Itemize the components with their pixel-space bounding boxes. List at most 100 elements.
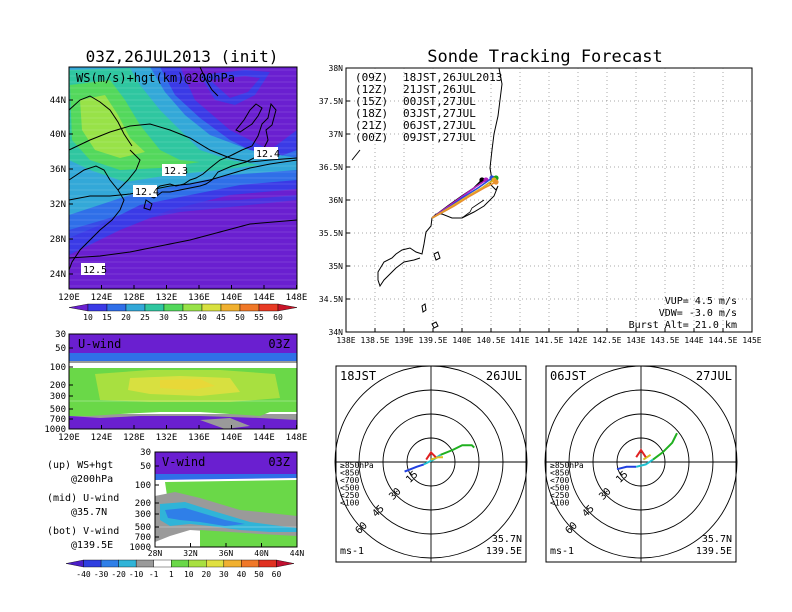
x-tick-label: 40N	[254, 549, 269, 558]
x-tick-label: 141E	[510, 336, 529, 345]
x-tick-label: 142.5E	[593, 336, 622, 345]
x-tick-label: 144E	[253, 433, 275, 443]
pressure-tick-label: 50	[140, 462, 151, 472]
colorbar-tick-label: 35	[178, 313, 188, 322]
x-tick-label: 32N	[183, 549, 198, 558]
colorbar-swatch	[206, 559, 225, 568]
note-line: (bot) V-wind	[47, 526, 119, 537]
hodo-legend-item: ≥850hPa	[550, 461, 584, 470]
left-title: 03Z,26JUL2013 (init)	[86, 47, 279, 66]
x-tick-label: 28N	[148, 549, 163, 558]
y-tick-label: 34N	[329, 328, 344, 337]
hodo-date: 26JUL	[486, 369, 522, 383]
colorbar-swatch	[144, 303, 165, 312]
colorbar-swatch	[276, 559, 295, 568]
x-tick-label: 140.5E	[477, 336, 506, 345]
x-tick-label: 138.5E	[361, 336, 390, 345]
hodograph-trace	[635, 448, 647, 458]
ws-map: WS(m/s)+hgt(km)@200hPa 12.3 12.4 12.4 12…	[50, 66, 308, 303]
colorbar-swatch	[241, 559, 260, 568]
colorbar-tick-label: 50	[254, 570, 264, 579]
colorbar-swatch	[223, 559, 242, 568]
colorbar-swatch	[258, 303, 279, 312]
colorbar-swatch	[68, 303, 89, 312]
pressure-tick-label: 500	[135, 523, 151, 533]
x-tick-label: 120E	[58, 433, 80, 443]
y-tick-label: 44N	[50, 96, 66, 106]
param-vup: VUP= 4.5 m/s	[665, 296, 737, 307]
x-tick-label: 140E	[452, 336, 471, 345]
hodo-legend-item: <250	[550, 491, 569, 500]
y-tick-label: 35.5N	[319, 229, 343, 238]
colorbar-tick-label: -1	[149, 570, 159, 579]
colorbar-tick-label: -40	[76, 570, 91, 579]
hodo-legend-item: <850	[340, 469, 359, 478]
x-tick-label: 132E	[156, 433, 178, 443]
hodo-unit: ms-1	[550, 546, 574, 557]
legend-utc: (21Z)	[355, 119, 388, 132]
x-tick-label: 144E	[253, 293, 275, 303]
pressure-tick-label: 30	[140, 448, 151, 458]
colorbar-swatch	[87, 303, 108, 312]
hodograph-trace	[430, 456, 443, 461]
colorbar-tick-label: 15	[102, 313, 112, 322]
colorbar-swatch	[106, 303, 127, 312]
colorbar-tick-label: 30	[159, 313, 169, 322]
x-tick-label: 143E	[626, 336, 645, 345]
legend-utc: (09Z)	[355, 71, 388, 84]
colorbar-tick-label: 20	[201, 570, 211, 579]
hodo-time: 06JST	[550, 369, 586, 383]
y-tick-label: 34.5N	[319, 295, 343, 304]
pressure-tick-label: 100	[135, 481, 151, 491]
hodo-lon: 139.5E	[486, 546, 522, 557]
colorbar-swatch	[118, 559, 137, 568]
u-wind-label: U-wind	[78, 337, 121, 351]
pressure-tick-label: 200	[135, 499, 151, 509]
x-tick-label: 144E	[684, 336, 703, 345]
pressure-tick-label: 100	[50, 363, 66, 373]
colorbar-tick-label: 40	[237, 570, 247, 579]
x-tick-label: 139.5E	[419, 336, 448, 345]
note-line: @200hPa	[71, 474, 113, 485]
hodo-unit: ms-1	[340, 546, 364, 557]
x-tick-label: 36N	[219, 549, 234, 558]
y-tick-label: 36N	[50, 165, 66, 175]
param-vdw: VDW= -3.0 m/s	[659, 308, 737, 319]
sonde-track	[431, 181, 497, 219]
hodo-lon: 139.5E	[696, 546, 732, 557]
x-tick-label: 140E	[221, 293, 243, 303]
hodo-legend-item: <500	[340, 484, 359, 493]
ws-map-label: WS(m/s)+hgt(km)@200hPa	[76, 71, 235, 85]
x-tick-label: 136E	[188, 293, 210, 303]
hodo-time: 18JST	[340, 369, 376, 383]
legend-jst: 00JST,27JUL	[403, 95, 476, 108]
y-tick-label: 28N	[50, 235, 66, 245]
pressure-tick-label: 300	[50, 392, 66, 402]
pressure-tick-label: 50	[55, 344, 66, 354]
colorbar-tick-label: 40	[197, 313, 207, 322]
hodo-lat: 35.7N	[492, 534, 522, 545]
hodo-legend-item: <700	[340, 476, 359, 485]
v-wind-time: 03Z	[268, 455, 290, 469]
track-params: VUP= 4.5 m/s VDW= -3.0 m/s Burst Alt= 21…	[629, 296, 737, 331]
pressure-tick-label: 300	[135, 510, 151, 520]
y-tick-label: 40N	[50, 130, 66, 140]
x-tick-label: 140E	[221, 433, 243, 443]
hodograph-trace	[616, 465, 637, 471]
hodograph-trace	[404, 463, 425, 473]
colorbar-tick-label: 60	[273, 313, 283, 322]
colorbar-swatch	[201, 303, 222, 312]
y-tick-label: 32N	[50, 200, 66, 210]
x-tick-label: 138E	[336, 336, 355, 345]
contour-label: 12.3	[164, 166, 188, 177]
x-tick-label: 143.5E	[651, 336, 680, 345]
colorbar-tick-label: 10	[83, 313, 93, 322]
x-tick-label: 144.5E	[709, 336, 738, 345]
legend-jst: 09JST,27JUL	[403, 131, 476, 144]
x-tick-label: 148E	[286, 293, 308, 303]
pressure-tick-label: 200	[50, 381, 66, 391]
y-tick-label: 24N	[50, 270, 66, 280]
